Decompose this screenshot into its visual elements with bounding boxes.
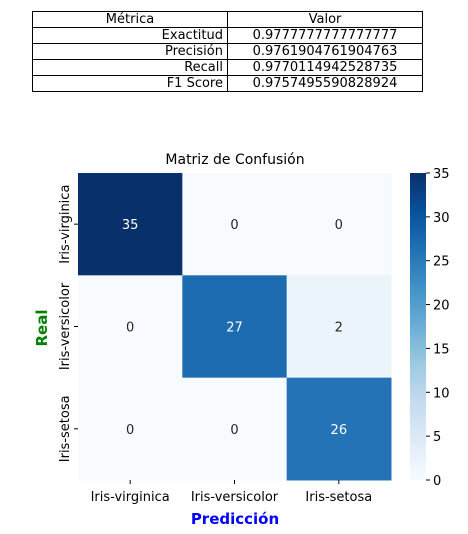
cell-value-label: 0 bbox=[230, 218, 238, 233]
y-tick-label: Iris-virginica bbox=[58, 185, 73, 264]
y-tick-label: Iris-versicolor bbox=[58, 282, 73, 370]
y-axis-label: Real bbox=[33, 310, 51, 347]
x-tick-labels: Iris-virginica Iris-versicolor Iris-setosa bbox=[91, 479, 372, 505]
x-tick-label: Iris-setosa bbox=[305, 490, 372, 505]
colorbar-tick-label: 15 bbox=[433, 342, 450, 357]
x-axis-label: Predicción bbox=[191, 510, 279, 528]
colorbar-tick-label: 10 bbox=[433, 386, 450, 401]
colorbar-tick-label: 35 bbox=[433, 167, 450, 182]
cell-value-label: 27 bbox=[226, 320, 243, 335]
table-row: Precisión 0.9761904761904763 bbox=[32, 43, 423, 60]
heatmap-cell bbox=[286, 275, 392, 379]
colorbar-ticks: 0 5 10 15 20 25 30 35 bbox=[426, 167, 450, 489]
heatmap-cell bbox=[182, 275, 288, 379]
colorbar bbox=[410, 173, 426, 480]
heatmap-cell bbox=[182, 377, 288, 481]
cell-value-label: 0 bbox=[126, 423, 134, 438]
cell-value-label: 0 bbox=[335, 218, 343, 233]
chart-title: Matriz de Confusión bbox=[165, 152, 304, 168]
metric-name: Precisión bbox=[32, 43, 228, 60]
colorbar-tick-label: 5 bbox=[433, 430, 441, 445]
heatmap-cell bbox=[78, 173, 183, 276]
heatmap-cell bbox=[286, 377, 392, 481]
x-tick-label: Iris-versicolor bbox=[191, 490, 279, 505]
y-tick-labels: Iris-virginica Iris-versicolor Iris-setosa bbox=[58, 185, 78, 462]
cell-value-label: 0 bbox=[126, 320, 134, 335]
x-tick-label: Iris-virginica bbox=[91, 490, 170, 505]
colorbar-tick-label: 30 bbox=[433, 211, 450, 226]
heatmap-cell bbox=[182, 173, 288, 276]
table-row: F1 Score 0.9757495590828924 bbox=[32, 75, 423, 92]
cell-value-label: 26 bbox=[331, 423, 348, 438]
heatmap-cell bbox=[78, 377, 183, 481]
colorbar-tick-label: 25 bbox=[433, 255, 450, 270]
cell-value-label: 35 bbox=[122, 218, 139, 233]
metric-value: 0.9757495590828924 bbox=[227, 75, 423, 92]
metrics-table: Métrica Valor Exactitud 0.97777777777777… bbox=[32, 11, 423, 92]
cell-value-label: 2 bbox=[335, 320, 343, 335]
heatmap-cell bbox=[78, 275, 183, 379]
y-tick-label: Iris-setosa bbox=[58, 395, 73, 462]
colorbar-tick-label: 20 bbox=[433, 299, 450, 314]
colorbar-tick-label: 0 bbox=[433, 474, 441, 489]
cell-value-label: 0 bbox=[230, 423, 238, 438]
heatmap-cell bbox=[286, 173, 392, 276]
heatmap-cells: 35 0 0 0 27 2 0 0 26 bbox=[78, 173, 392, 481]
